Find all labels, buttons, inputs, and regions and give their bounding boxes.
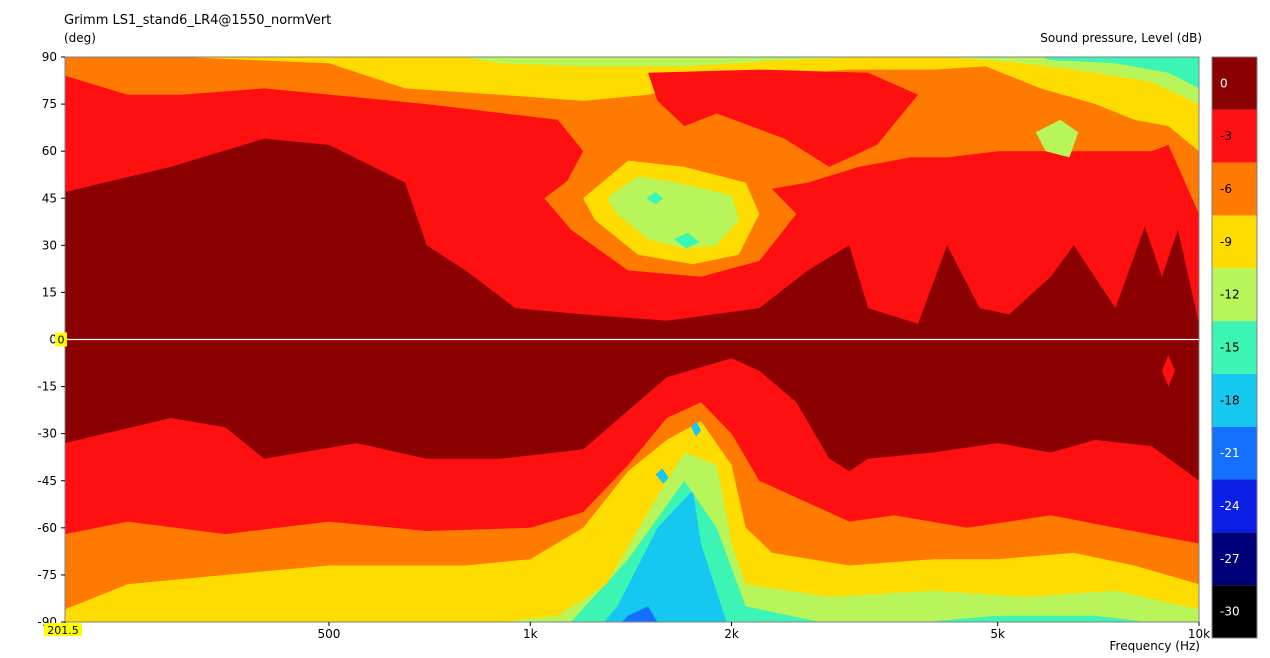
cursor-x-marker bbox=[44, 623, 82, 636]
y-tick-label: -75 bbox=[37, 568, 57, 582]
contour-island-4 bbox=[673, 232, 700, 249]
colorbar-swatch bbox=[1212, 57, 1257, 110]
contour-island-5 bbox=[648, 69, 918, 167]
cursor-y-value: 0 bbox=[58, 334, 65, 347]
contour-island-6 bbox=[1035, 119, 1079, 158]
colorbar-swatch bbox=[1212, 532, 1257, 586]
x-tick-label: 500 bbox=[317, 627, 340, 641]
y-tick-label: -30 bbox=[37, 427, 57, 441]
x-tick-label: 10k bbox=[1188, 627, 1210, 641]
colorbar-swatch bbox=[1212, 215, 1257, 269]
colorbar-swatch bbox=[1212, 373, 1257, 427]
colorbar-frame bbox=[1211, 56, 1258, 639]
y-tick-label: 90 bbox=[42, 50, 57, 64]
y-tick-label: 45 bbox=[42, 191, 57, 205]
colorbar-swatch bbox=[1212, 268, 1257, 322]
y-axis-label: (deg) bbox=[64, 31, 96, 45]
contour-island-2 bbox=[606, 176, 739, 249]
colorbar-swatch bbox=[1212, 585, 1257, 638]
colorbar-swatch bbox=[1212, 426, 1257, 480]
colorbar-label: Sound pressure, Level (dB) bbox=[1040, 31, 1202, 45]
y-tick-label: -60 bbox=[37, 521, 57, 535]
colorbar-label: -27 bbox=[1220, 552, 1240, 566]
y-tick-label: 0 bbox=[49, 333, 57, 347]
chart-title: Grimm LS1_stand6_LR4@1550_normVert bbox=[64, 13, 332, 28]
colorbar-swatch bbox=[1212, 162, 1257, 216]
colorbar-swatch bbox=[1212, 109, 1257, 163]
cursor-x-value: 201.5 bbox=[47, 624, 79, 637]
cursor-y-marker bbox=[55, 332, 67, 347]
contour-band-lower-0 bbox=[65, 339, 1199, 481]
y-tick-label: 15 bbox=[42, 285, 57, 299]
x-tick-label: 5k bbox=[990, 627, 1005, 641]
contour-island-7 bbox=[655, 468, 669, 484]
x-tick-label: 2k bbox=[724, 627, 739, 641]
colorbar-label: -12 bbox=[1220, 288, 1240, 302]
y-tick-label: 75 bbox=[42, 97, 57, 111]
x-axis-label: Frequency (Hz) bbox=[1109, 639, 1201, 653]
contour-island-8 bbox=[691, 421, 701, 437]
colorbar-label: -18 bbox=[1220, 393, 1240, 407]
contour-island-9 bbox=[1161, 355, 1175, 387]
plot-area bbox=[65, 57, 1199, 622]
y-tick-label: 30 bbox=[42, 238, 57, 252]
y-tick-label: -45 bbox=[37, 474, 57, 488]
colorbar-label: -30 bbox=[1220, 605, 1240, 619]
y-tick-label: 60 bbox=[42, 144, 57, 158]
colorbar-label: -15 bbox=[1220, 341, 1240, 355]
colorbar-label: -3 bbox=[1220, 129, 1232, 143]
colorbar-label: 0 bbox=[1220, 76, 1228, 90]
contour-island-3 bbox=[646, 192, 664, 205]
colorbar-swatch bbox=[1212, 479, 1257, 533]
y-tick-label: -15 bbox=[37, 380, 57, 394]
colorbar-label: -24 bbox=[1220, 499, 1240, 513]
colorbar-label: -6 bbox=[1220, 182, 1232, 196]
x-tick-label: 1k bbox=[523, 627, 538, 641]
contour-band-upper-0 bbox=[65, 138, 1199, 340]
colorbar-label: -21 bbox=[1220, 446, 1240, 460]
colorbar-label: -9 bbox=[1220, 235, 1232, 249]
colorbar-swatch bbox=[1212, 321, 1257, 374]
